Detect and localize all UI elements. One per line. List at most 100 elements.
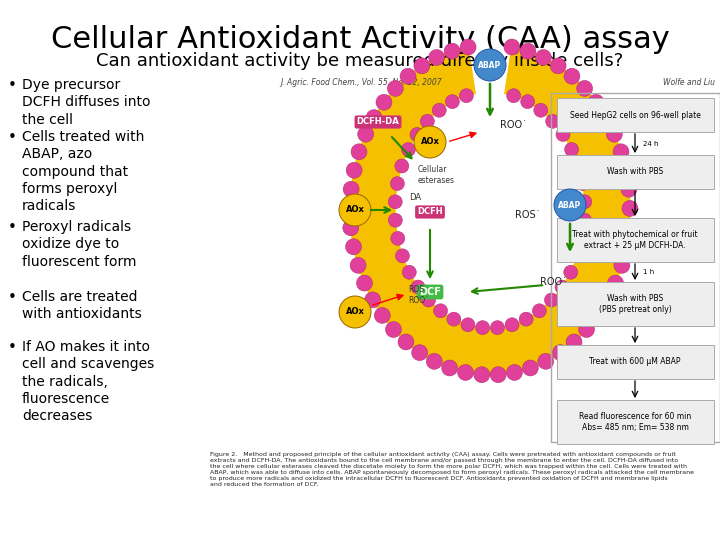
Polygon shape (350, 47, 630, 375)
Circle shape (342, 200, 358, 217)
Text: Cellular
esterases: Cellular esterases (418, 165, 455, 185)
Text: Cells treated with
ABAP, azo
compound that
forms peroxyl
radicals: Cells treated with ABAP, azo compound th… (22, 130, 145, 213)
Circle shape (374, 307, 390, 323)
Circle shape (490, 367, 506, 383)
Text: AOx: AOx (346, 206, 364, 214)
Circle shape (400, 68, 416, 84)
Circle shape (575, 177, 590, 191)
Circle shape (343, 181, 359, 197)
Circle shape (428, 50, 445, 65)
Text: 1 h: 1 h (643, 269, 654, 275)
Circle shape (505, 318, 519, 332)
Circle shape (395, 159, 409, 173)
Circle shape (523, 360, 539, 376)
Text: ROO˙: ROO˙ (540, 277, 567, 287)
Circle shape (570, 249, 585, 263)
Circle shape (598, 110, 614, 126)
Circle shape (618, 239, 634, 255)
Circle shape (339, 296, 371, 328)
Circle shape (412, 345, 428, 361)
Circle shape (606, 126, 622, 142)
Text: Figure 2.   Method and proposed principle of the cellular antioxidant activity (: Figure 2. Method and proposed principle … (210, 452, 694, 487)
Text: Seed HepG2 cells on 96-well plate: Seed HepG2 cells on 96-well plate (570, 111, 701, 119)
Circle shape (474, 367, 490, 383)
Circle shape (426, 353, 442, 369)
Circle shape (544, 293, 559, 307)
Circle shape (566, 334, 582, 350)
Circle shape (433, 304, 448, 318)
Text: Peroxyl radicals
oxidize dye to
fluorescent form: Peroxyl radicals oxidize dye to fluoresc… (22, 220, 137, 268)
Circle shape (366, 110, 382, 126)
Circle shape (520, 43, 536, 59)
Text: If AO makes it into
cell and scavenges
the radicals,
fluorescence
decreases: If AO makes it into cell and scavenges t… (22, 340, 154, 423)
Circle shape (395, 249, 410, 263)
Circle shape (391, 231, 405, 245)
Circle shape (571, 159, 585, 173)
Circle shape (356, 275, 372, 291)
Text: ROO˙: ROO˙ (500, 120, 527, 130)
Circle shape (343, 220, 359, 236)
Circle shape (385, 321, 402, 338)
FancyBboxPatch shape (557, 98, 714, 132)
Text: Cells are treated
with antioxidants: Cells are treated with antioxidants (22, 290, 142, 321)
Circle shape (577, 195, 592, 209)
Circle shape (579, 321, 595, 338)
Text: Treat with 600 μM ABAP: Treat with 600 μM ABAP (589, 357, 680, 367)
Text: AOx: AOx (420, 138, 439, 146)
Circle shape (613, 144, 629, 160)
Circle shape (420, 114, 434, 129)
Circle shape (476, 321, 490, 335)
Circle shape (519, 312, 534, 326)
Circle shape (621, 181, 637, 197)
Text: •: • (8, 290, 17, 305)
Circle shape (447, 312, 461, 326)
Circle shape (446, 94, 459, 109)
Circle shape (459, 89, 473, 103)
Circle shape (552, 345, 568, 361)
Circle shape (358, 126, 374, 142)
Text: Wash with PBS
(PBS pretreat only): Wash with PBS (PBS pretreat only) (598, 294, 671, 314)
Circle shape (577, 80, 593, 97)
Text: •: • (8, 220, 17, 235)
Circle shape (444, 43, 460, 59)
Text: ABAP: ABAP (478, 60, 502, 70)
Circle shape (504, 39, 520, 55)
Circle shape (402, 143, 415, 157)
Circle shape (388, 213, 402, 227)
Circle shape (534, 103, 548, 117)
Text: Cellular Antioxidant Activity (CAA) assay: Cellular Antioxidant Activity (CAA) assa… (50, 25, 670, 54)
Circle shape (414, 126, 446, 158)
Circle shape (590, 307, 606, 323)
Text: Wolfe and Liu: Wolfe and Liu (663, 78, 715, 87)
FancyBboxPatch shape (557, 218, 714, 262)
Circle shape (575, 231, 589, 245)
Circle shape (432, 103, 446, 117)
Circle shape (398, 334, 414, 350)
Text: ROS˙
ROO˙: ROS˙ ROO˙ (408, 285, 429, 305)
Text: 24 h: 24 h (643, 140, 659, 146)
Circle shape (507, 89, 521, 103)
Circle shape (388, 195, 402, 209)
Circle shape (364, 292, 381, 308)
Text: DCF: DCF (419, 287, 441, 297)
Circle shape (411, 280, 425, 294)
Text: •: • (8, 340, 17, 355)
Circle shape (564, 265, 577, 279)
Circle shape (577, 213, 592, 227)
Text: Treat with phytochemical or fruit
extract + 25 μM DCFH-DA.: Treat with phytochemical or fruit extrac… (572, 230, 698, 249)
Text: ROS˙: ROS˙ (515, 210, 541, 220)
Ellipse shape (404, 101, 576, 319)
Circle shape (546, 114, 559, 129)
Text: AOx: AOx (346, 307, 364, 316)
Circle shape (422, 293, 436, 307)
FancyBboxPatch shape (557, 400, 714, 444)
Text: •: • (8, 130, 17, 145)
Text: Read fluorescence for 60 min
Abs= 485 nm; Em= 538 nm: Read fluorescence for 60 min Abs= 485 nm… (579, 413, 691, 431)
Circle shape (457, 364, 474, 381)
Text: Wash with PBS: Wash with PBS (607, 167, 663, 177)
Text: •: • (8, 78, 17, 93)
Circle shape (390, 177, 405, 191)
Circle shape (474, 49, 506, 81)
Circle shape (555, 280, 569, 294)
Text: DCFH-DA: DCFH-DA (356, 118, 400, 126)
